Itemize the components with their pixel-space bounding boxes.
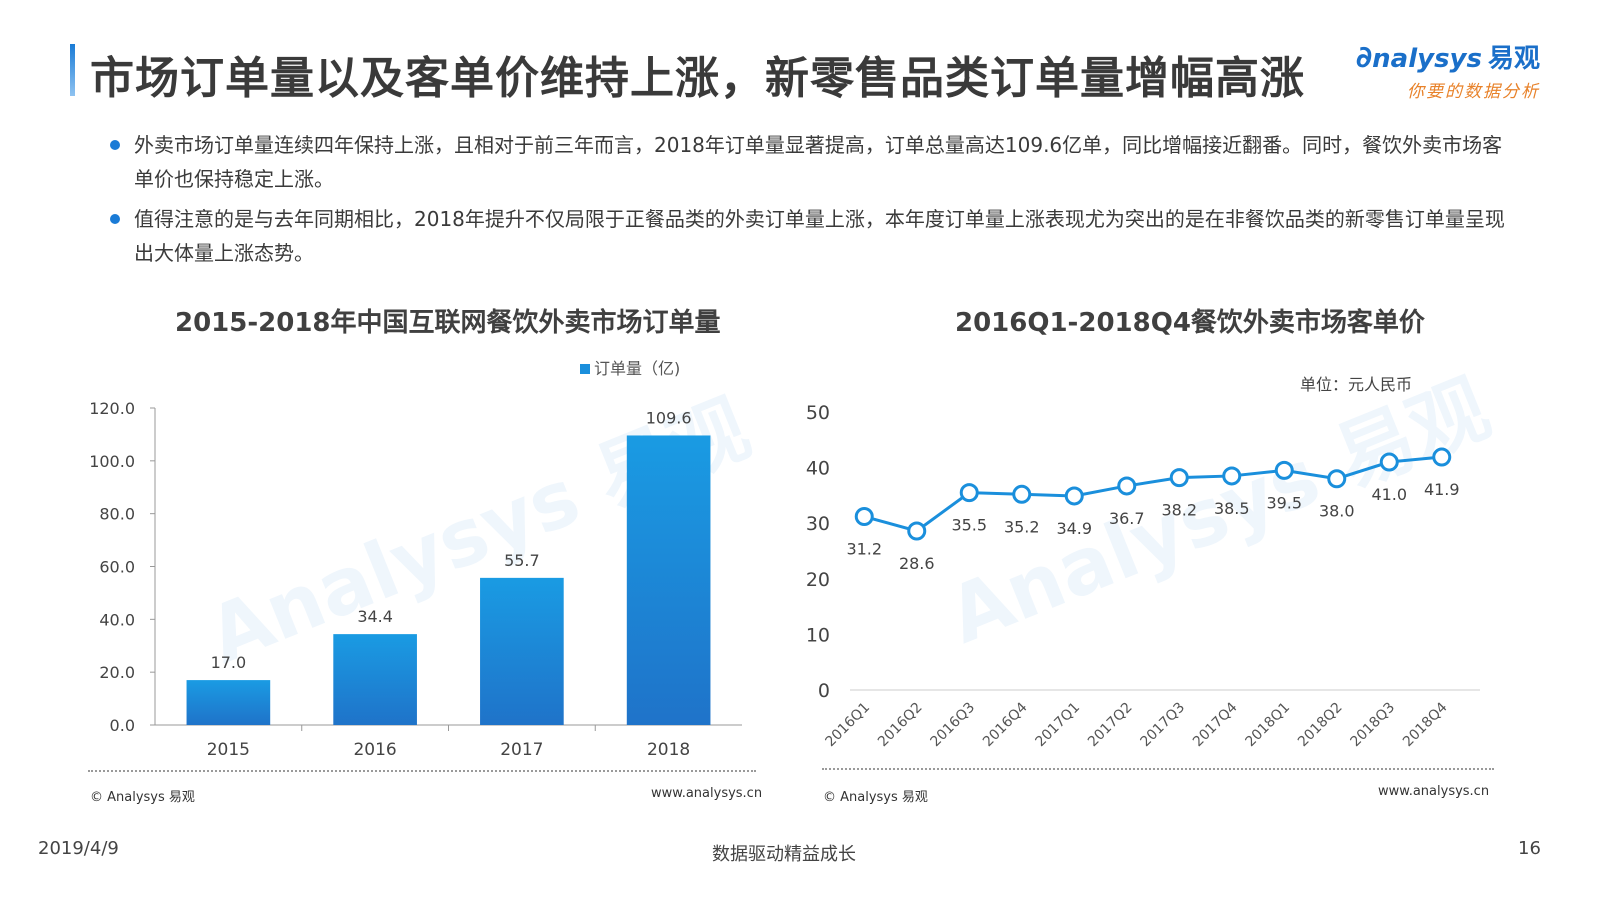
x-tick-label: 2016Q3 bbox=[927, 700, 978, 751]
point-data-label: 38.2 bbox=[1161, 501, 1197, 520]
point-data-label: 36.7 bbox=[1109, 509, 1145, 528]
x-tick-label: 2015 bbox=[207, 740, 250, 760]
y-tick-label: 120.0 bbox=[89, 399, 135, 418]
data-point bbox=[907, 521, 927, 541]
legend-swatch bbox=[580, 364, 590, 374]
data-point bbox=[1274, 460, 1294, 480]
y-tick-label: 10 bbox=[806, 624, 830, 646]
brand-logo: ∂nalysys 易观 你要的数据分析 bbox=[1356, 38, 1540, 102]
bullet-item: 值得注意的是与去年同期相比，2018年提升不仅局限于正餐品类的外卖订单量上涨，本… bbox=[110, 202, 1510, 270]
y-tick-label: 30 bbox=[806, 513, 830, 535]
x-tick-label: 2017Q1 bbox=[1032, 700, 1083, 751]
x-tick-label: 2017Q3 bbox=[1137, 700, 1188, 751]
point-data-label: 35.5 bbox=[951, 516, 987, 535]
bullet-list: 外卖市场订单量连续四年保持上涨，且相对于前三年而言，2018年订单量显著提高，订… bbox=[110, 128, 1510, 276]
x-tick-label: 2018Q4 bbox=[1400, 699, 1451, 750]
footer-slogan: 数据驱动精益成长 bbox=[712, 844, 856, 865]
y-tick-label: 60.0 bbox=[99, 558, 135, 577]
y-tick-label: 40 bbox=[806, 458, 830, 480]
data-point bbox=[1064, 486, 1084, 506]
y-tick-label: 0 bbox=[818, 680, 830, 702]
brand-name: ∂nalysys 易观 bbox=[1355, 40, 1540, 75]
x-tick-label: 2016Q4 bbox=[980, 699, 1031, 750]
x-tick-label: 2018Q3 bbox=[1347, 700, 1398, 751]
right-copyright: © Analysys 易观 bbox=[823, 790, 928, 805]
point-data-label: 31.2 bbox=[846, 540, 882, 559]
data-point bbox=[1379, 452, 1399, 472]
bar-data-label: 34.4 bbox=[357, 607, 393, 626]
x-tick-label: 2018Q2 bbox=[1295, 700, 1346, 751]
bar-chart-title: 2015-2018年中国互联网餐饮外卖市场订单量 bbox=[175, 308, 721, 338]
bar bbox=[333, 634, 417, 725]
left-note-divider bbox=[88, 770, 756, 772]
x-tick-label: 2018Q1 bbox=[1242, 700, 1293, 751]
bar-data-label: 17.0 bbox=[211, 653, 247, 672]
point-data-label: 39.5 bbox=[1266, 493, 1302, 512]
unit-label: 单位：元人民币 bbox=[1300, 375, 1412, 394]
data-point bbox=[854, 507, 874, 527]
page-number: 16 bbox=[1518, 838, 1541, 859]
bar-chart: 订单量（亿) 0.0 20.0 40.0 60.0 80.0 100.0 120.0 17.0… bbox=[89, 359, 742, 760]
bullet-item: 外卖市场订单量连续四年保持上涨，且相对于前三年而言，2018年订单量显著提高，订… bbox=[110, 128, 1510, 196]
bar bbox=[626, 435, 711, 725]
data-point bbox=[1432, 447, 1452, 467]
line-chart-title: 2016Q1-2018Q4餐饮外卖市场客单价 bbox=[955, 308, 1425, 338]
right-note-divider bbox=[822, 768, 1494, 770]
bar bbox=[186, 680, 271, 725]
data-point bbox=[1222, 466, 1242, 486]
x-tick-label: 2017Q4 bbox=[1190, 699, 1241, 750]
point-data-label: 38.0 bbox=[1319, 502, 1355, 521]
bar bbox=[480, 577, 564, 725]
page-title: 市场订单量以及客单价维持上涨，新零售品类订单量增幅高涨 bbox=[90, 53, 1305, 104]
point-data-label: 41.0 bbox=[1371, 485, 1407, 504]
point-data-label: 35.2 bbox=[1004, 517, 1040, 536]
x-tick-label: 2018 bbox=[647, 740, 690, 760]
y-tick-label: 0.0 bbox=[110, 716, 135, 735]
data-point bbox=[1012, 484, 1032, 504]
left-copyright: © Analysys 易观 bbox=[90, 790, 195, 805]
x-tick-label: 2016Q2 bbox=[875, 700, 926, 751]
y-tick-label: 20.0 bbox=[99, 663, 135, 682]
bar-data-label: 109.6 bbox=[646, 408, 692, 427]
point-data-label: 28.6 bbox=[899, 554, 935, 573]
data-point bbox=[959, 483, 979, 503]
data-point bbox=[1169, 468, 1189, 488]
point-data-label: 38.5 bbox=[1214, 499, 1250, 518]
y-tick-label: 50 bbox=[806, 402, 830, 424]
footer-date: 2019/4/9 bbox=[38, 838, 119, 859]
brand-slogan: 你要的数据分析 bbox=[1407, 82, 1540, 102]
y-tick-label: 100.0 bbox=[89, 452, 135, 471]
bar-data-label: 55.7 bbox=[504, 551, 540, 570]
right-site: www.analysys.cn bbox=[1378, 784, 1490, 799]
line-chart: 单位：元人民币 0 10 20 30 40 50 31.2 28.6 35.5 35.2 34.9 3… bbox=[806, 375, 1480, 751]
y-tick-label: 40.0 bbox=[99, 610, 135, 629]
left-site: www.analysys.cn bbox=[651, 786, 763, 801]
title-accent-bar bbox=[70, 44, 75, 96]
x-tick-label: 2017Q2 bbox=[1085, 700, 1136, 751]
legend-label: 订单量（亿) bbox=[594, 359, 680, 378]
y-tick-label: 80.0 bbox=[99, 505, 135, 524]
y-tick-label: 20 bbox=[806, 569, 830, 591]
point-data-label: 41.9 bbox=[1424, 480, 1460, 499]
data-point bbox=[1327, 469, 1347, 489]
data-point bbox=[1117, 476, 1137, 496]
x-tick-label: 2016Q1 bbox=[822, 700, 873, 751]
x-tick-label: 2016 bbox=[353, 740, 396, 760]
point-data-label: 34.9 bbox=[1056, 519, 1092, 538]
x-tick-label: 2017 bbox=[500, 740, 543, 760]
